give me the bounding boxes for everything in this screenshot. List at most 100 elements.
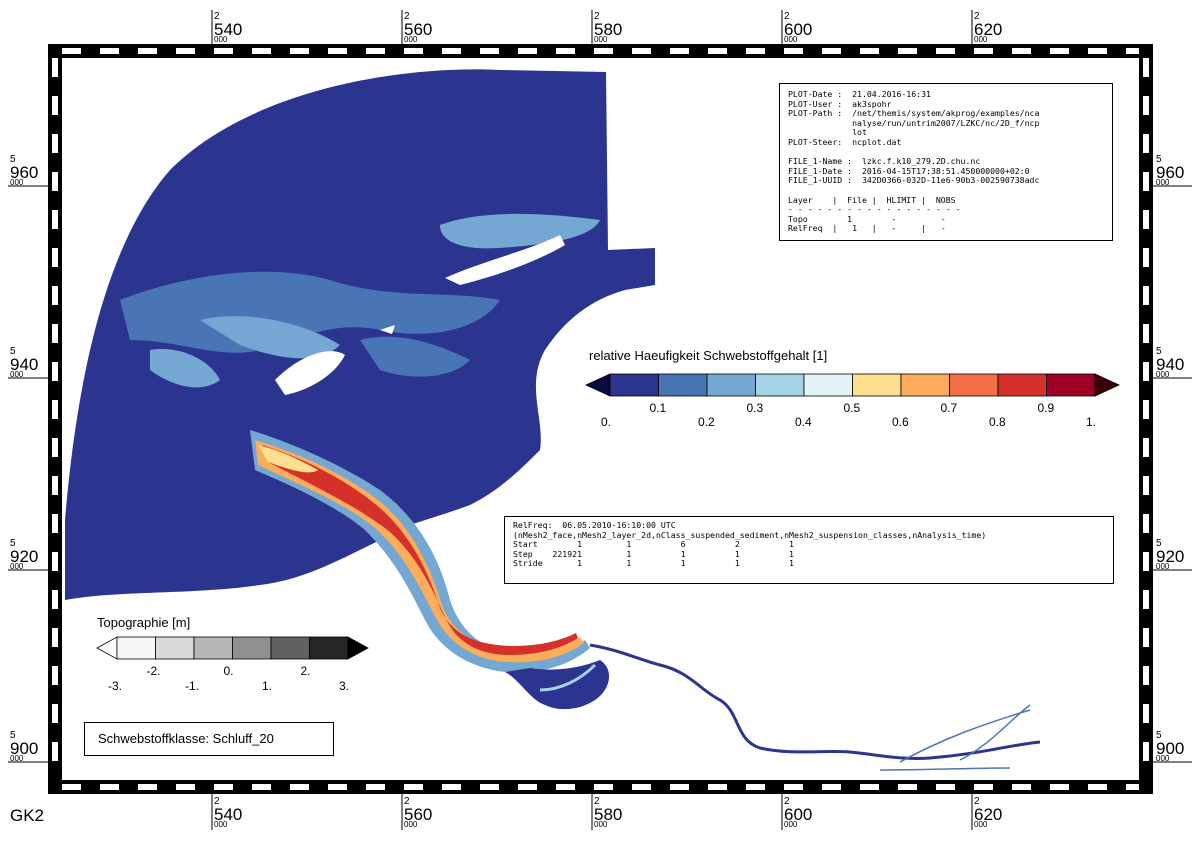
y-label-right-sub: 000 — [1156, 562, 1170, 571]
frame-tick — [632, 48, 651, 54]
x-label-top: 2 600 000 — [784, 12, 812, 44]
legend-swatch — [609, 373, 659, 397]
legend-tick-lower: -3. — [108, 679, 123, 693]
y-label-left-sub: 000 — [10, 178, 24, 187]
upstream-river — [589, 643, 1041, 760]
x-label-bottom-sup: 2 — [974, 796, 980, 807]
legend-tick-lower: 1. — [1086, 415, 1097, 429]
frame-tick — [442, 784, 461, 790]
y-label-left-sub: 000 — [10, 370, 24, 379]
plot-info-box: PLOT-Date : 21.04.2016-16:31 PLOT-User :… — [779, 83, 1113, 241]
y-label-left-sub: 000 — [10, 562, 24, 571]
frame-tick — [708, 784, 727, 790]
shallow-zone-1 — [120, 271, 500, 353]
legend-tick-lower: 3. — [339, 679, 350, 693]
y-label-right-sub: 000 — [1156, 754, 1170, 763]
y-label-left-main: 960 — [10, 163, 39, 182]
frame-tick — [52, 134, 58, 153]
legend-tick-lower: 0. — [601, 415, 612, 429]
color-legend-bar — [585, 373, 1120, 397]
frame-tick — [822, 48, 841, 54]
frame-tick — [52, 58, 58, 77]
frame-tick — [52, 210, 58, 229]
x-label-top-sub: 000 — [784, 35, 798, 44]
y-label-right-main: 920 — [1156, 547, 1185, 566]
frame-tick — [328, 784, 347, 790]
legend-swatch — [706, 373, 756, 397]
y-label-right-main: 940 — [1156, 355, 1185, 374]
harbour-basin — [505, 660, 610, 710]
x-label-top-sub: 000 — [974, 35, 988, 44]
x-label-top-main: 560 — [404, 20, 433, 39]
legend-swatch — [232, 636, 272, 660]
x-label-top-main: 540 — [214, 20, 243, 39]
y-label-left: 5 900 000 — [10, 731, 38, 763]
frame-tick — [822, 784, 841, 790]
y-label-left-main: 940 — [10, 355, 39, 374]
frame-tick — [290, 48, 309, 54]
y-label-right: 5 900 000 — [1156, 731, 1184, 763]
tributary-3 — [879, 767, 1011, 771]
frame-tick — [746, 784, 765, 790]
frame-tick — [252, 48, 271, 54]
estuary-outer-domain — [65, 69, 655, 600]
y-label-left: 5 960 000 — [10, 155, 38, 187]
shallow-zone-3 — [200, 316, 340, 359]
frame-tick — [556, 48, 575, 54]
x-label-bottom-main: 540 — [214, 805, 243, 824]
y-label-right-sup: 5 — [1156, 538, 1162, 549]
frame-tick — [784, 784, 803, 790]
frame-tick — [214, 784, 233, 790]
x-label-bottom: 2 560 000 — [404, 797, 432, 829]
x-label-top-sup: 2 — [214, 11, 220, 22]
frame-tick — [670, 784, 689, 790]
y-label-left-main: 900 — [10, 739, 39, 758]
harbour-side-channel — [539, 663, 597, 692]
x-label-top-sub: 000 — [404, 35, 418, 44]
grid-ticks — [8, 10, 1192, 830]
legend-tick-lower: 1. — [262, 679, 273, 693]
frame-tick — [1143, 286, 1149, 305]
frame-tick — [860, 784, 879, 790]
frame-tick — [860, 48, 879, 54]
legend-tick-upper: 0.7 — [940, 401, 958, 415]
frame-tick — [1143, 172, 1149, 191]
legend-swatch — [155, 636, 195, 660]
frame-tick — [52, 476, 58, 495]
frame-tick — [52, 514, 58, 533]
legend-tick-lower: 0.2 — [698, 415, 715, 429]
frame-tick — [404, 784, 423, 790]
model-domain — [65, 69, 1041, 771]
legend-over-triangle — [1094, 373, 1120, 397]
legend-over-triangle — [347, 636, 369, 660]
legend-tick-lower: -1. — [185, 679, 200, 693]
legend-tick-upper: 0.9 — [1037, 401, 1055, 415]
x-label-bottom-sup: 2 — [594, 796, 600, 807]
x-label-bottom-main: 580 — [594, 805, 623, 824]
frame-tick — [784, 48, 803, 54]
y-label-right-sup: 5 — [1156, 730, 1162, 741]
crs-label: GK2 — [10, 806, 45, 825]
frame-tick — [52, 552, 58, 571]
x-label-top: 2 560 000 — [404, 12, 432, 44]
x-label-bottom: 2 620 000 — [974, 797, 1002, 829]
shallow-zone-5 — [150, 349, 220, 388]
frame-tick — [1143, 476, 1149, 495]
frame-tick — [52, 286, 58, 305]
y-label-left-sup: 5 — [10, 730, 16, 741]
legend-tick-lower: 0.6 — [892, 415, 909, 429]
x-label-bottom: 2 600 000 — [784, 797, 812, 829]
x-label-bottom-sub: 000 — [594, 820, 608, 829]
legend-tick-upper: 0. — [223, 664, 234, 678]
frame-tick — [1143, 134, 1149, 153]
x-label-bottom-sub: 000 — [214, 820, 228, 829]
channel-core — [262, 445, 578, 655]
y-label-right-sub: 000 — [1156, 370, 1170, 379]
frame-tick — [1012, 48, 1031, 54]
frame-tick — [1143, 628, 1149, 647]
frame-tick — [52, 400, 58, 419]
legend-tick-lower: 0.8 — [989, 415, 1006, 429]
y-label-right-sub: 000 — [1156, 178, 1170, 187]
legend-swatch — [755, 373, 805, 397]
frame-tick — [52, 704, 58, 723]
